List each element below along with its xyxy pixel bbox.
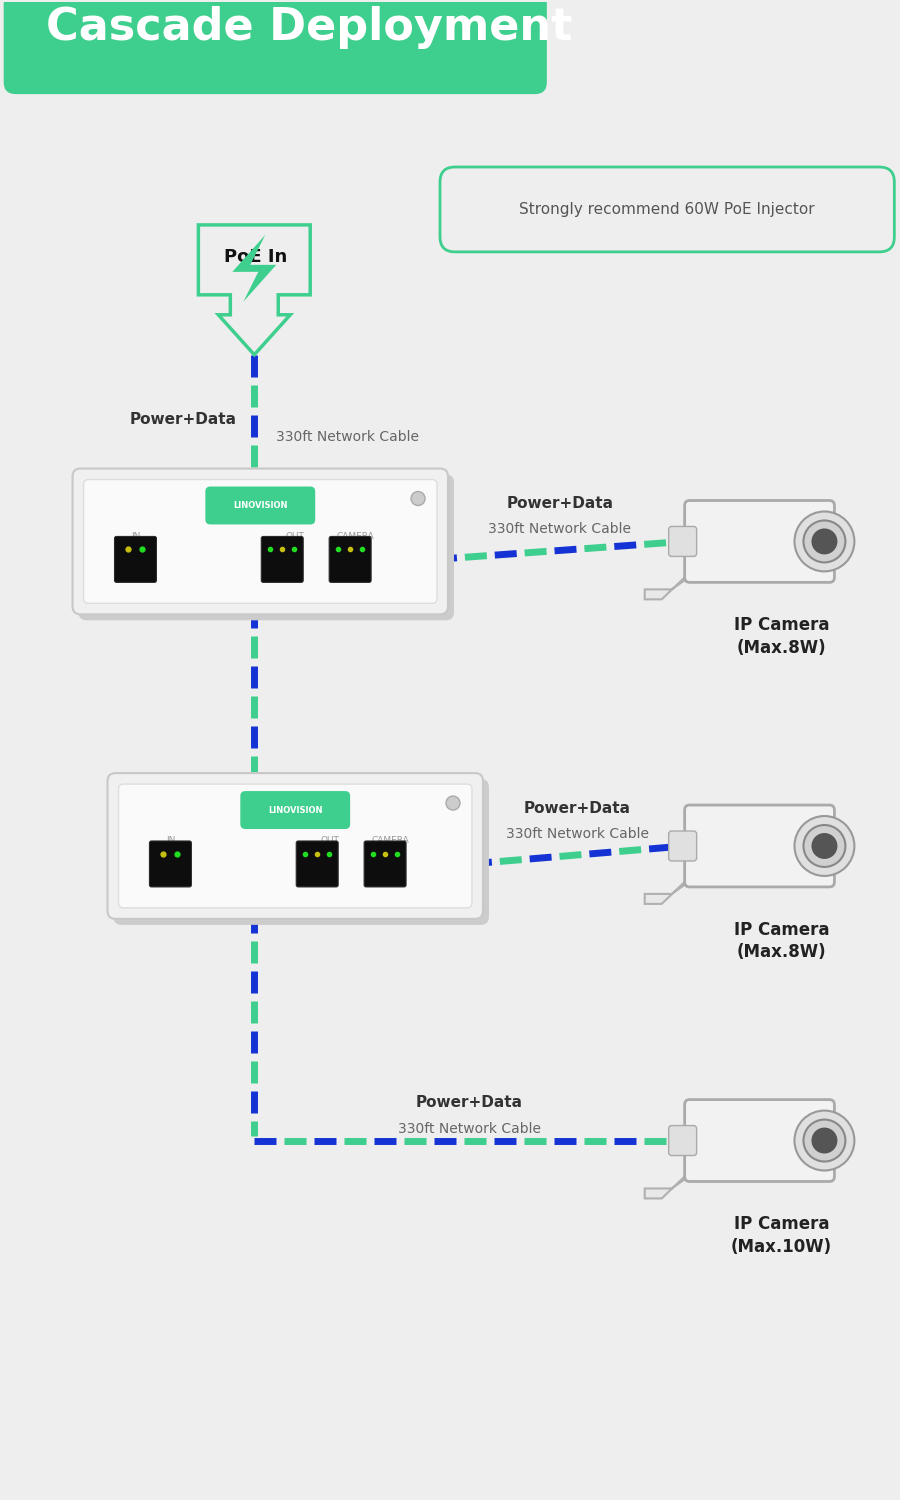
- FancyBboxPatch shape: [261, 537, 303, 582]
- Circle shape: [795, 816, 854, 876]
- Text: 330ft Network Cable: 330ft Network Cable: [489, 522, 631, 537]
- FancyBboxPatch shape: [685, 501, 834, 582]
- FancyBboxPatch shape: [78, 474, 454, 621]
- Text: LINOVISION: LINOVISION: [233, 501, 287, 510]
- Polygon shape: [644, 880, 691, 904]
- FancyBboxPatch shape: [107, 772, 483, 920]
- Text: CAMERA: CAMERA: [337, 532, 374, 542]
- Circle shape: [812, 833, 837, 860]
- Text: 330ft Network Cable: 330ft Network Cable: [398, 1122, 541, 1136]
- Text: 330ft Network Cable: 330ft Network Cable: [276, 429, 419, 444]
- FancyBboxPatch shape: [364, 842, 406, 886]
- Text: PoE In: PoE In: [224, 248, 287, 266]
- Text: Power+Data: Power+Data: [507, 496, 613, 512]
- FancyBboxPatch shape: [149, 842, 192, 886]
- Circle shape: [795, 512, 854, 572]
- FancyBboxPatch shape: [240, 790, 350, 830]
- Text: Power+Data: Power+Data: [416, 1095, 523, 1110]
- Text: 330ft Network Cable: 330ft Network Cable: [506, 827, 649, 842]
- FancyBboxPatch shape: [114, 537, 157, 582]
- Text: Power+Data: Power+Data: [130, 413, 237, 428]
- FancyBboxPatch shape: [329, 537, 371, 582]
- Circle shape: [804, 520, 845, 562]
- Text: OUT: OUT: [286, 532, 305, 542]
- Text: Cascade Deployment: Cascade Deployment: [46, 6, 572, 48]
- Text: IN: IN: [130, 532, 140, 542]
- FancyBboxPatch shape: [685, 806, 834, 886]
- Text: IP Camera
(Max.8W): IP Camera (Max.8W): [734, 616, 829, 657]
- Circle shape: [812, 1128, 837, 1154]
- Text: OUT: OUT: [320, 837, 339, 846]
- FancyBboxPatch shape: [205, 486, 315, 525]
- Text: LINOVISION: LINOVISION: [268, 806, 322, 814]
- Polygon shape: [232, 236, 276, 302]
- FancyBboxPatch shape: [685, 1100, 834, 1182]
- FancyBboxPatch shape: [113, 778, 489, 926]
- FancyBboxPatch shape: [296, 842, 338, 886]
- FancyBboxPatch shape: [84, 480, 437, 603]
- FancyBboxPatch shape: [669, 1125, 697, 1155]
- FancyBboxPatch shape: [73, 468, 448, 615]
- Circle shape: [411, 492, 425, 506]
- Polygon shape: [644, 576, 691, 600]
- FancyBboxPatch shape: [669, 831, 697, 861]
- Circle shape: [812, 528, 837, 555]
- Text: Power+Data: Power+Data: [524, 801, 631, 816]
- Circle shape: [795, 1110, 854, 1170]
- Text: IN: IN: [166, 837, 176, 846]
- FancyBboxPatch shape: [669, 526, 697, 556]
- Text: Strongly recommend 60W PoE Injector: Strongly recommend 60W PoE Injector: [519, 202, 815, 217]
- Circle shape: [446, 796, 460, 810]
- Text: IP Camera
(Max.8W): IP Camera (Max.8W): [734, 921, 829, 962]
- Text: IP Camera
(Max.10W): IP Camera (Max.10W): [731, 1215, 832, 1255]
- FancyBboxPatch shape: [4, 0, 547, 94]
- Circle shape: [804, 1119, 845, 1161]
- Text: CAMERA: CAMERA: [371, 837, 409, 846]
- FancyBboxPatch shape: [119, 784, 472, 908]
- Polygon shape: [644, 1174, 691, 1198]
- Circle shape: [804, 825, 845, 867]
